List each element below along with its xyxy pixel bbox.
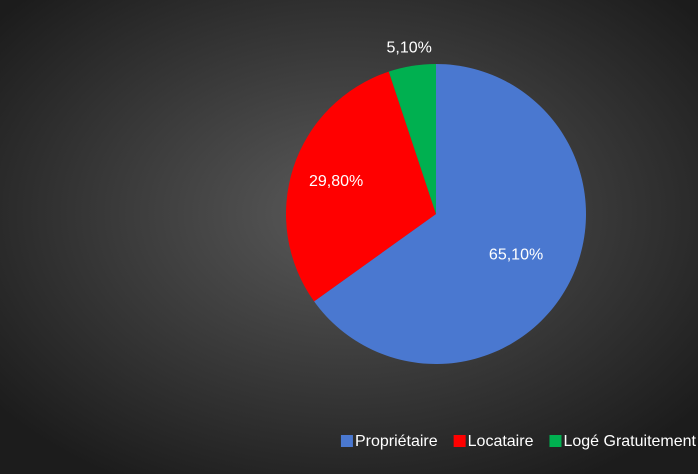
data-label: 29,80%	[309, 173, 363, 190]
pie-slice	[388, 64, 436, 214]
data-label: 65,10%	[489, 246, 543, 263]
legend-swatch	[340, 435, 353, 447]
legend-swatch	[549, 435, 562, 447]
legend-label: Locataire	[468, 433, 534, 450]
legend: Propriétaire Locataire Logé Gratuitement	[340, 433, 697, 450]
legend-label: Logé Gratuitement	[563, 433, 696, 450]
data-label: 5,10%	[387, 39, 432, 56]
pie-slice	[314, 64, 586, 364]
pie-slice	[286, 71, 436, 302]
legend-label: Propriétaire	[355, 433, 438, 450]
pie: 65,10% 29,80% 5,10%	[286, 39, 586, 364]
legend-swatch	[453, 435, 466, 447]
